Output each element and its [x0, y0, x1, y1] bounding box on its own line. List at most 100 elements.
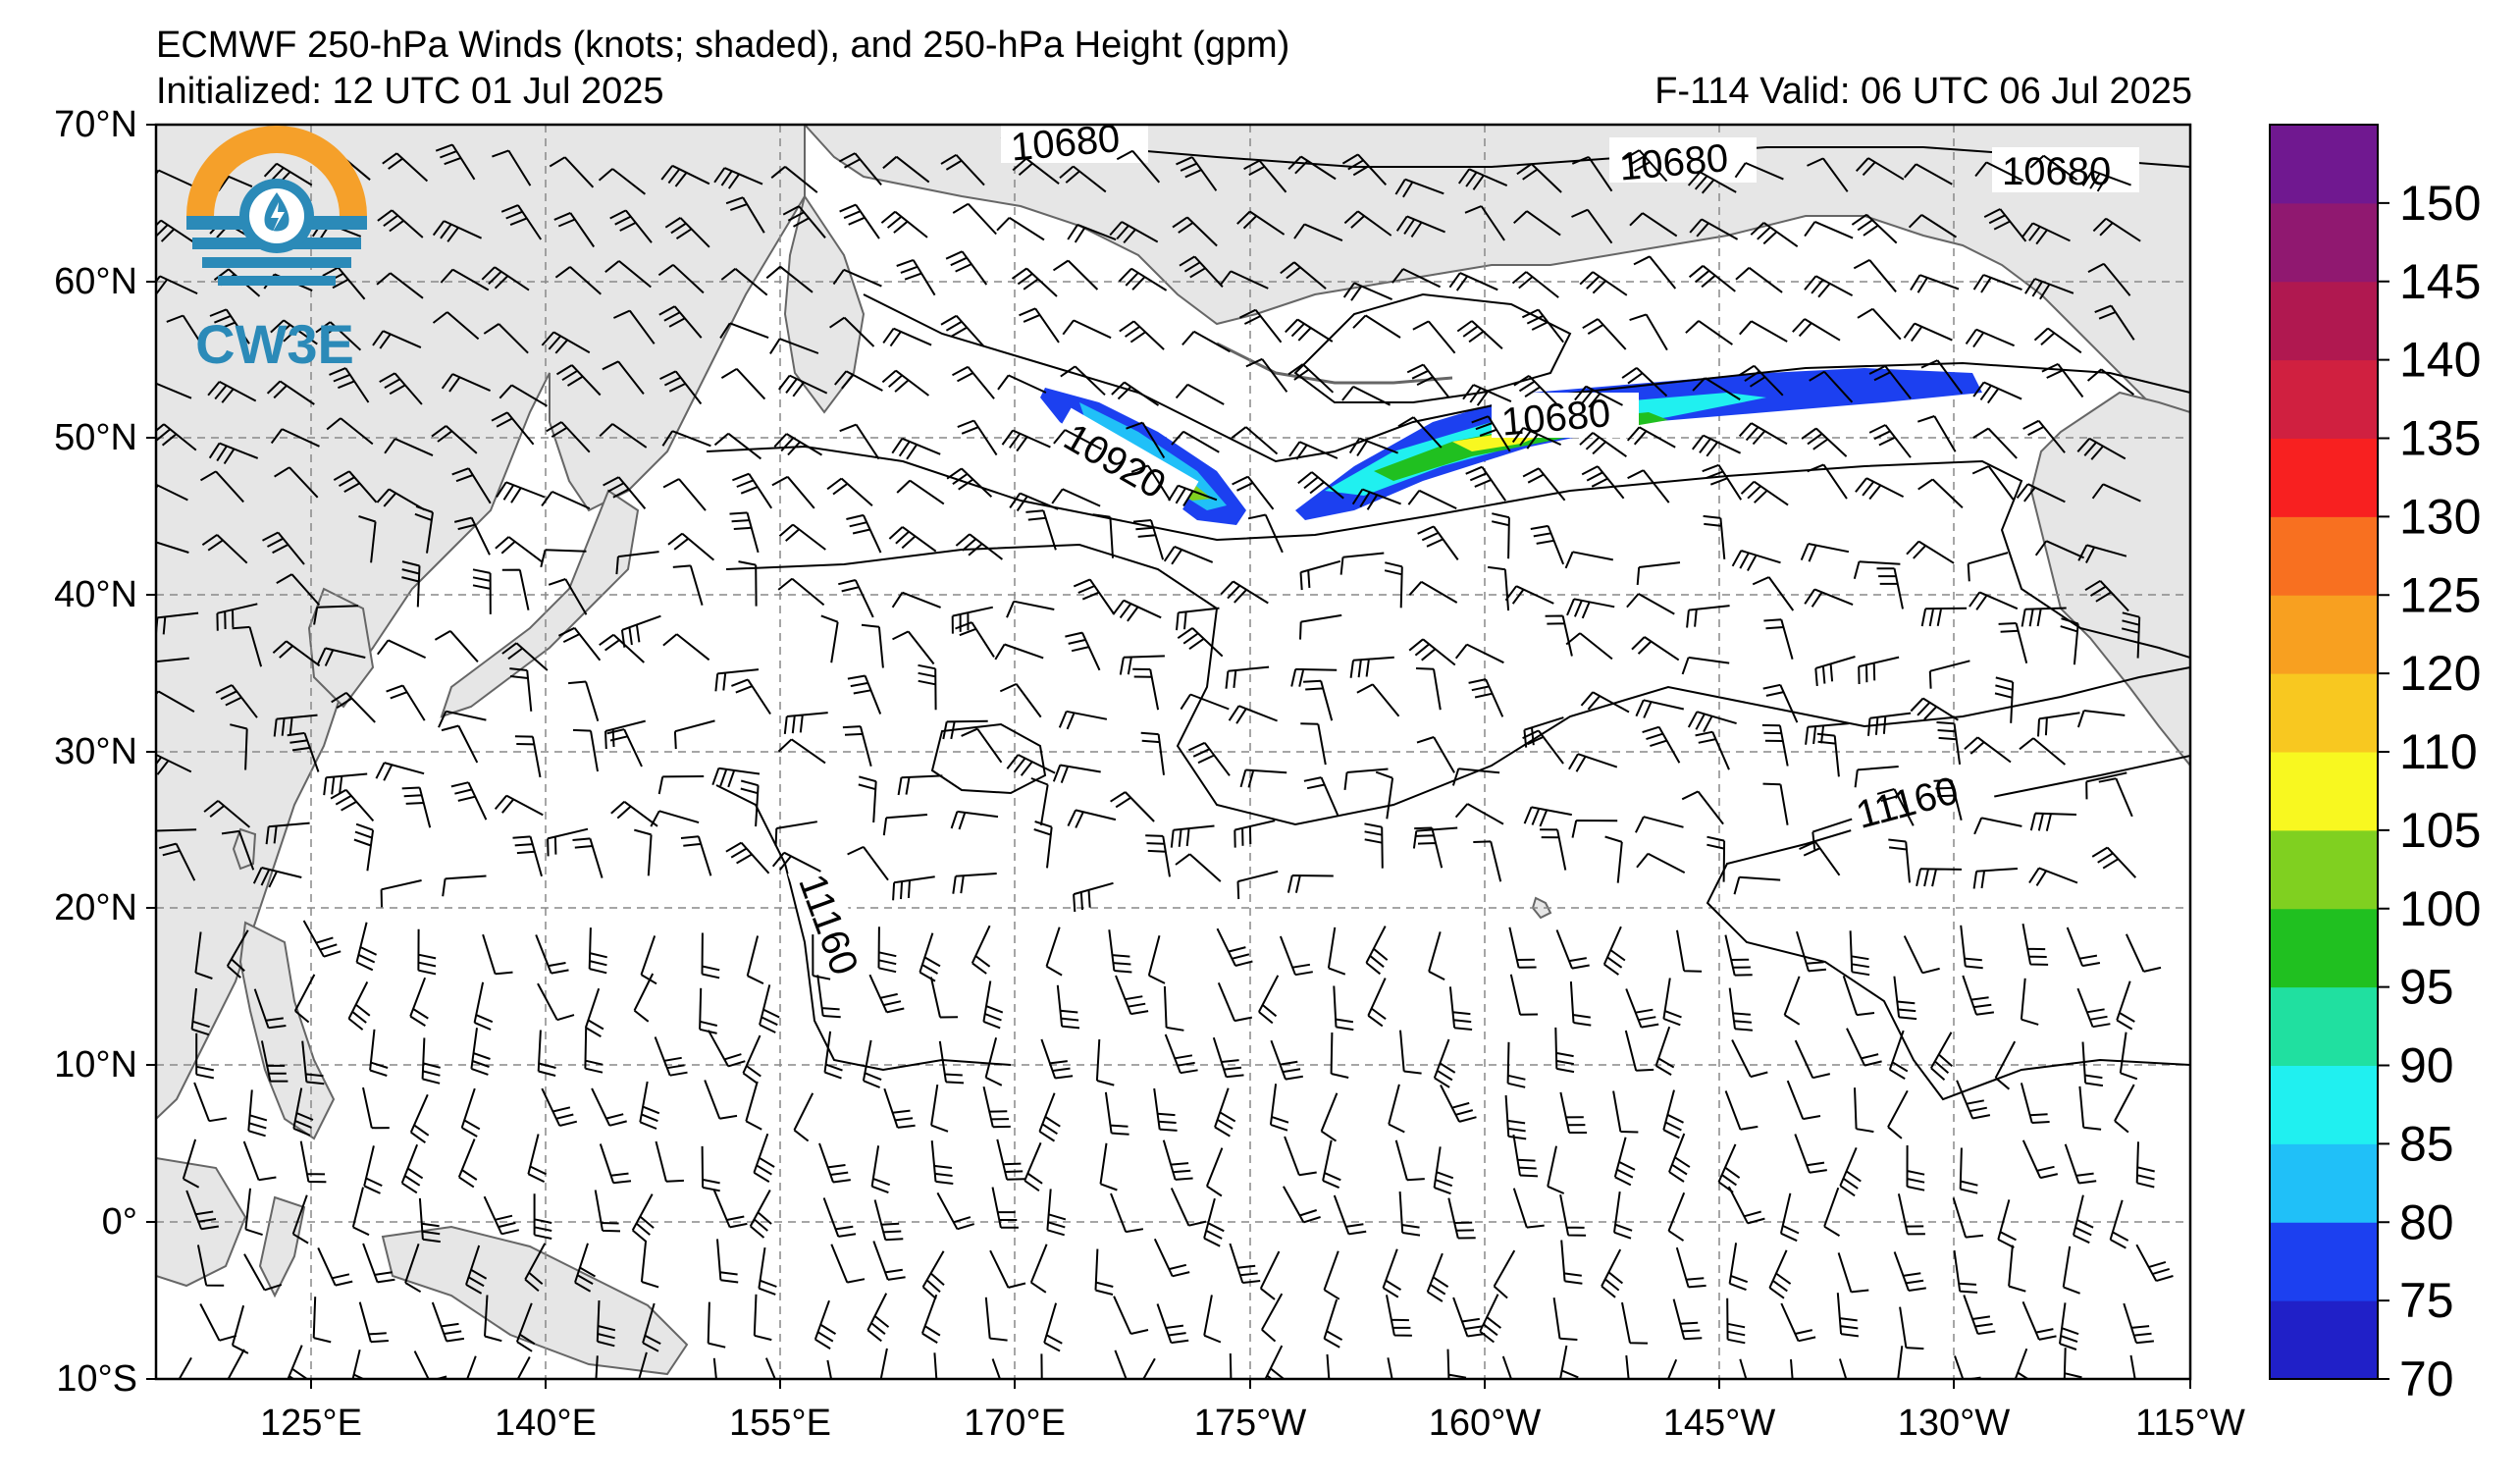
- wind-barb: [777, 738, 826, 765]
- wind-barb: [1953, 1249, 1978, 1294]
- wind-barb: [1506, 1041, 1526, 1088]
- wind-barb: [2091, 483, 2141, 503]
- wind-barb: [453, 516, 491, 556]
- wind-barb: [868, 974, 905, 1014]
- wind-barb: [759, 984, 780, 1033]
- contour-closed-low: [930, 722, 1047, 795]
- wind-barb: [1290, 667, 1338, 687]
- wind-barb: [1908, 214, 1958, 238]
- wind-barb: [1052, 764, 1101, 783]
- wind-barb: [323, 772, 368, 796]
- wind-barb: [1952, 1197, 1984, 1239]
- wind-barb: [2077, 544, 2127, 563]
- wind-barb: [1681, 790, 1724, 825]
- wind-barb: [707, 1301, 726, 1349]
- wind-barb: [535, 934, 569, 975]
- wind-barb: [732, 472, 773, 509]
- wind-barb: [326, 417, 374, 446]
- wind-barb: [1408, 580, 1458, 604]
- wind-barb: [1965, 328, 2015, 348]
- wind-barb: [1547, 1145, 1565, 1194]
- wind-barb: [1140, 731, 1165, 775]
- wind-barb: [892, 875, 935, 901]
- wind-barb: [358, 515, 377, 563]
- wind-barb: [753, 1133, 775, 1183]
- wind-barb: [1046, 1189, 1067, 1237]
- wind-barb: [984, 1297, 1008, 1342]
- wind-barb: [2114, 1084, 2135, 1134]
- wind-barb: [273, 714, 318, 737]
- wind-barb: [777, 577, 825, 607]
- title-line-1: ECMWF 250-hPa Winds (knots; shaded), and…: [156, 25, 1290, 66]
- wind-barb: [1897, 1193, 1925, 1236]
- wind-barb: [2014, 1348, 2030, 1379]
- wind-barb: [193, 1082, 228, 1123]
- wind-barb: [930, 1140, 954, 1185]
- wind-barb: [1928, 660, 1970, 689]
- wind-barb: [731, 678, 771, 715]
- wind-barb: [2037, 712, 2080, 737]
- wind-barb: [1433, 1038, 1456, 1088]
- wind-barb: [714, 668, 760, 692]
- wind-barb: [598, 168, 647, 195]
- wind-barb: [156, 275, 198, 295]
- wind-barb: [1228, 705, 1278, 724]
- wind-barb: [1910, 274, 1960, 293]
- wind-barb: [533, 1193, 552, 1240]
- wind-barb: [1904, 163, 1953, 185]
- wind-barb: [955, 621, 995, 658]
- lon-label-125e: 125°E: [260, 1403, 362, 1444]
- wind-barb: [156, 541, 189, 554]
- wind-barb: [2029, 154, 2078, 182]
- axis-labels: 70°N 60°N 50°N 40°N 30°N 20°N 10°N 0° 10…: [54, 104, 2245, 1444]
- wind-barb: [1219, 270, 1269, 290]
- lat-label-40n: 40°N: [54, 574, 137, 615]
- wind-barb: [1229, 1243, 1261, 1284]
- colorbar-swatch: [2270, 673, 2378, 753]
- wind-barb: [2034, 540, 2085, 559]
- wind-barb: [602, 360, 645, 396]
- wind-barb: [1733, 875, 1781, 895]
- wind-barb: [657, 775, 705, 795]
- wind-barb: [1846, 1028, 1882, 1067]
- wind-barb: [930, 1084, 949, 1133]
- wind-barb: [711, 767, 761, 788]
- wind-barb: [620, 614, 661, 648]
- wind-barb: [1654, 1026, 1675, 1076]
- wind-barb: [1019, 307, 1060, 344]
- wind-barb: [2063, 1348, 2082, 1379]
- wind-barb: [950, 810, 999, 830]
- wind-barb: [1059, 165, 1107, 193]
- wind-barb: [1179, 255, 1224, 288]
- wind-barb: [1280, 261, 1327, 290]
- wind-barb: [1906, 540, 1955, 564]
- wind-barb: [194, 931, 213, 980]
- wind-barb: [891, 437, 941, 460]
- wind-barb: [2022, 419, 2066, 453]
- wind-barb: [568, 680, 600, 721]
- wind-barb: [2091, 846, 2137, 878]
- wind-barb: [1225, 665, 1270, 689]
- wind-barb: [1967, 552, 2009, 582]
- wind-barb: [1954, 1355, 1981, 1379]
- wind-barb: [584, 1027, 604, 1074]
- wind-barb: [557, 626, 602, 662]
- wind-barb: [701, 932, 720, 980]
- wind-barb: [1800, 543, 1850, 562]
- wind-barb: [158, 842, 196, 881]
- wind-barb: [615, 551, 659, 575]
- wind-barb: [1936, 721, 1962, 766]
- wind-barb: [1095, 1038, 1115, 1086]
- wind-barb: [996, 216, 1045, 241]
- wind-barb: [1724, 1090, 1759, 1131]
- wind-barb: [1997, 1199, 2017, 1248]
- wind-barb: [1451, 768, 1500, 786]
- wind-barb: [712, 1189, 748, 1229]
- wind-barb: [333, 470, 378, 503]
- wind-barb: [826, 1359, 833, 1379]
- wind-barb: [1855, 157, 1905, 181]
- wind-barb: [1045, 927, 1063, 977]
- wind-barb: [501, 568, 530, 610]
- wind-barb: [1888, 838, 1911, 883]
- wind-barb: [1513, 210, 1561, 237]
